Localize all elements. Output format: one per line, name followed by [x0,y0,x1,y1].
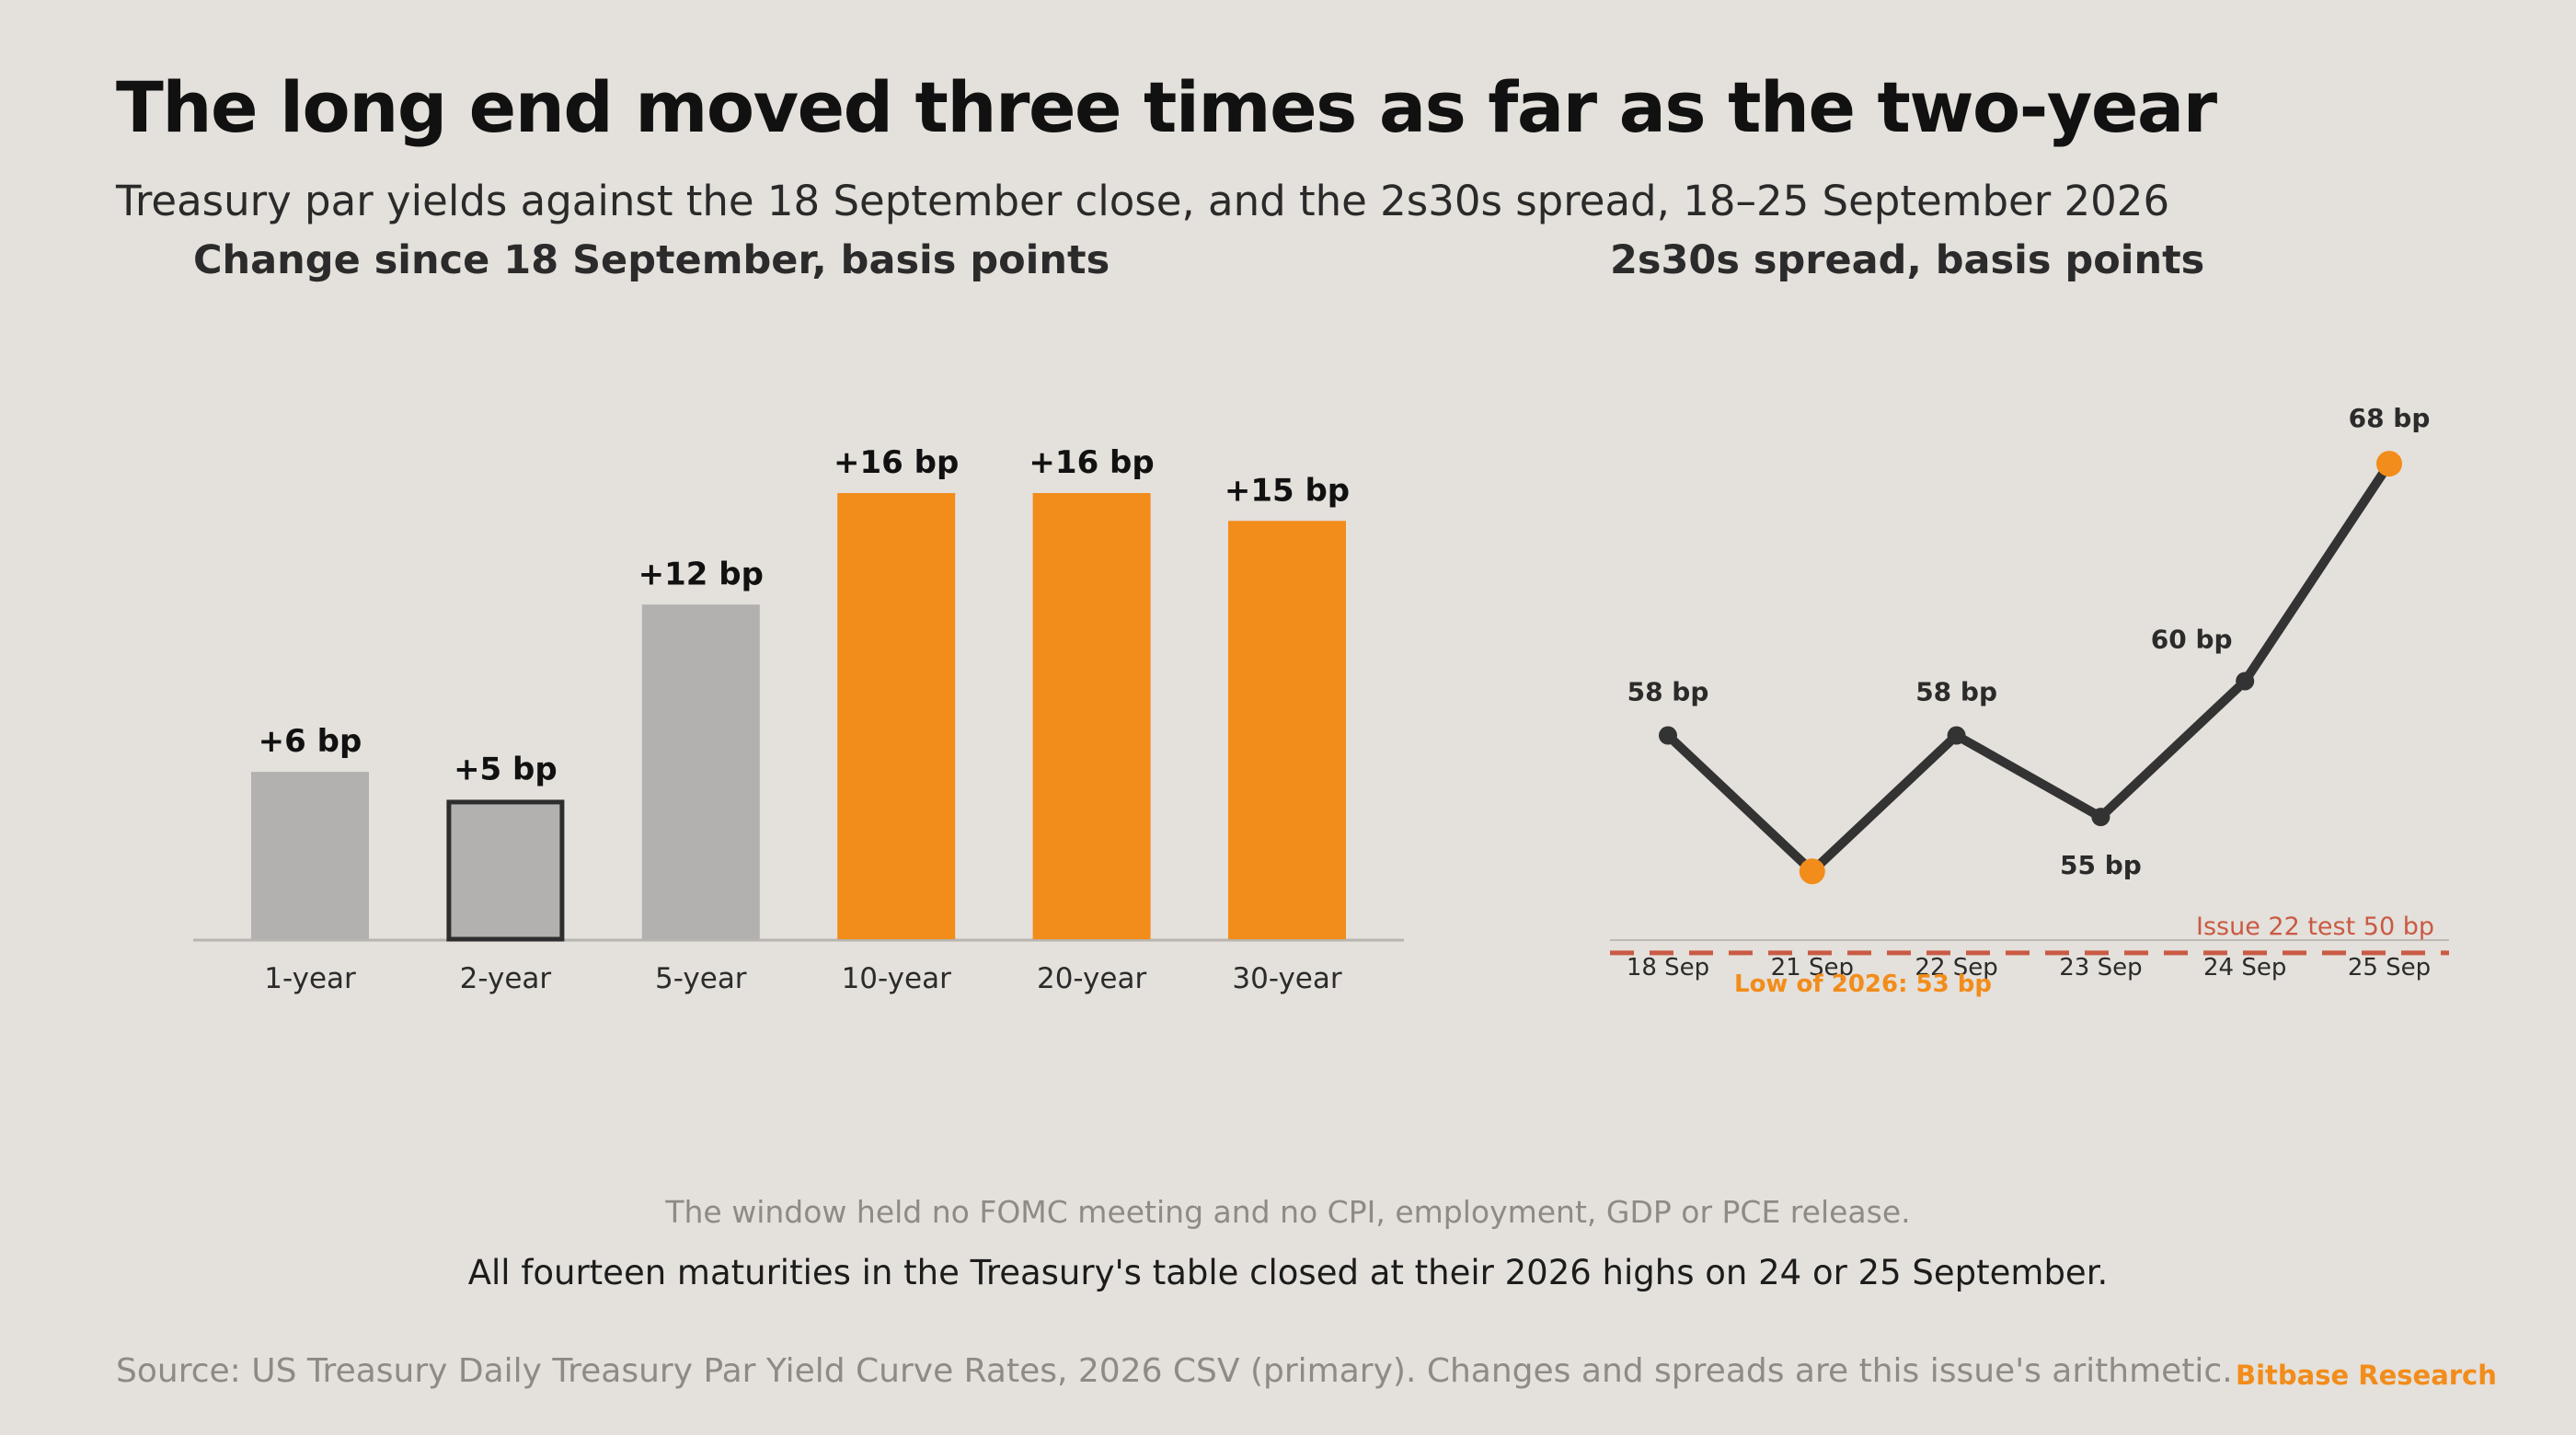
bar [1228,521,1346,939]
context-note: The window held no FOMC meeting and no C… [665,1194,1911,1230]
x-tick-label: 23 Sep [2059,954,2142,982]
point-data-label: 60 bp [2151,624,2233,654]
bar [641,604,760,939]
source-note: Source: US Treasury Daily Treasury Par Y… [116,1352,2233,1390]
bar-data-label: +12 bp [638,556,764,592]
highlight-point [1799,858,1825,885]
highlight-point [2376,451,2402,477]
bar-data-label: +16 bp [834,444,959,481]
data-point [1947,726,1966,745]
x-tick-label: 21 Sep [1771,954,1854,982]
data-point [2236,672,2255,691]
data-point [1659,726,1677,745]
data-point [2091,808,2110,827]
bar-chart: +6 bp 1-year +5 bp 2-year +12 bp 5-year +16 bp… [193,444,1404,995]
x-tick-label: 24 Sep [2203,954,2286,982]
low-annotation: Low of 2026: 53 bp [1734,970,1992,998]
reference-line-label: Issue 22 test 50 bp [2196,913,2434,941]
x-tick-label: 18 Sep [1627,954,1709,982]
x-tick-label: 5-year [655,962,747,995]
x-tick-label: 22 Sep [1915,954,1997,982]
x-tick-label: 2-year [460,962,552,995]
page-subtitle: Treasury par yields against the 18 Septe… [116,177,2170,225]
line-chart: 18 Sep 21 Sep 22 Sep 23 Sep 24 Sep 25 Sep Issu… [1610,403,2449,998]
spread-series-line [1663,459,2394,877]
point-data-label: 55 bp [2060,850,2142,880]
bar [1032,493,1151,939]
x-tick-label: 1-year [264,962,356,995]
point-data-label: 68 bp [2349,403,2431,433]
point-data-label: 58 bp [1915,677,1997,707]
x-tick-label: 20-year [1037,962,1147,995]
bar [446,799,565,942]
x-tick-label: 30-year [1232,962,1342,995]
bar [837,493,956,939]
page-title: The long end moved three times as far as… [116,66,2217,148]
bar-chart-title: Change since 18 September, basis points [193,237,1110,283]
x-tick-label: 10-year [842,962,952,995]
bar-data-label: +6 bp [259,723,362,760]
x-tick-label: 25 Sep [2348,954,2431,982]
point-data-label: 58 bp [1627,677,1709,707]
brand-label: Bitbase Research [2236,1360,2497,1391]
bar-data-label: +16 bp [1029,444,1154,481]
bar-data-label: +5 bp [454,751,558,787]
bar [251,772,369,939]
line-chart-title: 2s30s spread, basis points [1610,237,2205,283]
finding-note: All fourteen maturities in the Treasury'… [467,1253,2109,1292]
bar-data-label: +15 bp [1225,472,1350,509]
